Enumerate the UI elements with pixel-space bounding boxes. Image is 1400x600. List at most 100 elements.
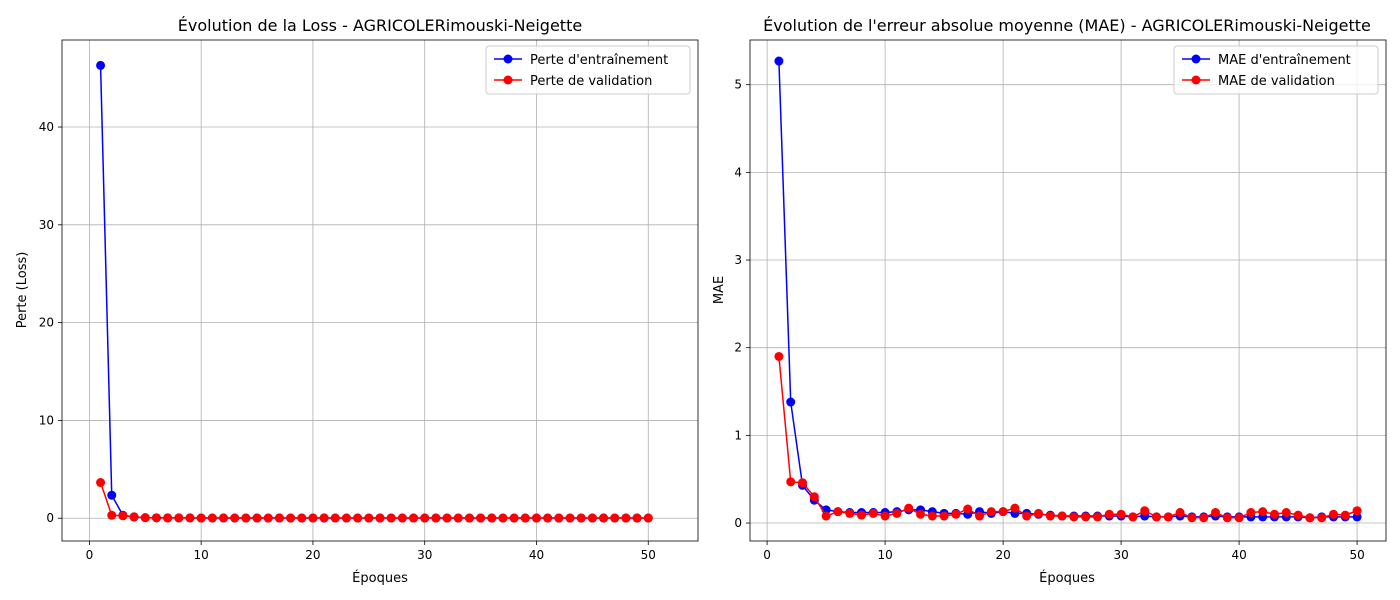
- loss-data-point: [476, 513, 486, 523]
- mae-legend-marker: [1191, 54, 1201, 64]
- loss-data-point: [185, 513, 195, 523]
- mae-data-point: [845, 508, 855, 518]
- loss-ticks: 0 10 20 30 40 50 0 10 20 30 40: [39, 120, 656, 562]
- loss-data-point: [96, 60, 106, 70]
- mae-data-point: [857, 510, 867, 520]
- loss-data-point: [297, 513, 307, 523]
- loss-data-point: [554, 513, 564, 523]
- loss-data-point: [319, 513, 329, 523]
- mae-x-tick-label: 10: [877, 548, 892, 562]
- mae-data-point: [1081, 512, 1091, 522]
- loss-data-point: [576, 513, 586, 523]
- mae-x-tick-label: 50: [1349, 548, 1364, 562]
- loss-data-point: [543, 513, 553, 523]
- loss-data-point: [219, 513, 229, 523]
- loss-data-point: [498, 513, 508, 523]
- loss-data-point: [531, 513, 541, 523]
- mae-data-point: [1057, 511, 1067, 521]
- mae-data-point: [951, 509, 961, 519]
- mae-chart-title: Évolution de l'erreur absolue moyenne (M…: [763, 16, 1371, 35]
- mae-y-tick-label: 4: [734, 165, 742, 179]
- loss-y-tick-label: 40: [39, 120, 54, 134]
- loss-x-tick-label: 10: [194, 548, 209, 562]
- mae-plot-area: [750, 40, 1386, 541]
- mae-y-tick-label: 2: [734, 341, 742, 355]
- loss-y-tick-label: 10: [39, 413, 54, 427]
- loss-data-point: [587, 513, 597, 523]
- mae-x-tick-label: 30: [1113, 548, 1128, 562]
- loss-data-point: [487, 513, 497, 523]
- loss-plot-border: [61, 39, 699, 542]
- mae-data-point: [939, 511, 949, 521]
- loss-data-point: [643, 513, 653, 523]
- loss-x-axis-label: Époques: [352, 570, 408, 586]
- mae-ticks: 0 10 20 30 40 50 0 1 2 3 4 5: [734, 78, 1364, 562]
- mae-y-axis-label: MAE: [712, 276, 727, 304]
- loss-data-point: [386, 513, 396, 523]
- mae-data-point: [904, 503, 914, 513]
- loss-data-point: [286, 513, 296, 523]
- mae-data-point: [1116, 509, 1126, 519]
- mae-data-point: [1293, 510, 1303, 520]
- mae-data-point: [786, 477, 796, 487]
- loss-grid: [62, 40, 698, 541]
- mae-data-point: [1258, 507, 1268, 517]
- mae-data-point: [1211, 508, 1220, 518]
- loss-data-point: [442, 513, 452, 523]
- loss-data-point: [353, 513, 363, 523]
- mae-data-point: [1222, 513, 1232, 523]
- mae-data-point: [1281, 508, 1291, 518]
- loss-y-tick-label: 20: [39, 316, 54, 330]
- mae-data-point: [1152, 512, 1161, 522]
- loss-x-tick-label: 50: [641, 548, 656, 562]
- mae-data-point: [868, 508, 878, 518]
- loss-data-point: [107, 490, 117, 500]
- mae-data-point: [927, 511, 937, 521]
- mae-data-point: [1140, 506, 1150, 516]
- loss-y-tick-label: 0: [46, 511, 54, 525]
- loss-data-point: [263, 513, 273, 523]
- mae-data-point: [786, 397, 796, 407]
- mae-data-point: [1045, 511, 1055, 521]
- mae-x-tick-label: 20: [995, 548, 1010, 562]
- mae-data-point: [986, 507, 996, 517]
- mae-x-tick-label: 0: [763, 548, 771, 562]
- mae-data-point: [1022, 511, 1032, 521]
- loss-data-point: [252, 513, 262, 523]
- loss-series: [96, 60, 653, 523]
- mae-y-tick-label: 1: [734, 428, 742, 442]
- loss-data-point: [230, 513, 240, 523]
- mae-plot-border: [749, 39, 1387, 542]
- loss-data-point: [375, 513, 385, 523]
- mae-data-point: [1199, 513, 1209, 523]
- mae-data-point: [1234, 513, 1244, 523]
- mae-legend-label: MAE d'entraînement: [1218, 53, 1351, 68]
- mae-y-tick-label: 3: [734, 253, 742, 267]
- loss-data-point: [308, 513, 318, 523]
- loss-data-point: [565, 513, 575, 523]
- mae-legend-box: [1173, 45, 1379, 95]
- mae-y-tick-label: 5: [734, 78, 742, 92]
- mae-grid: [750, 40, 1386, 541]
- loss-data-point: [241, 513, 251, 523]
- mae-data-point: [1034, 508, 1043, 518]
- mae-data-point: [1104, 509, 1114, 519]
- mae-data-point: [1187, 513, 1197, 523]
- mae-data-point: [892, 508, 902, 518]
- mae-data-point: [916, 509, 925, 519]
- mae-data-point: [963, 504, 973, 514]
- mae-data-point: [798, 478, 808, 488]
- mae-data-point: [1317, 513, 1327, 523]
- loss-legend-box: [485, 45, 691, 95]
- loss-data-point: [364, 513, 374, 523]
- loss-data-point: [453, 513, 463, 523]
- mae-x-tick-label: 40: [1231, 548, 1246, 562]
- loss-legend: Perte d'entraînement Perte de validation: [485, 45, 691, 95]
- loss-plot-area: [62, 40, 698, 541]
- loss-y-axis-label: Perte (Loss): [15, 252, 30, 329]
- mae-data-point: [880, 511, 890, 521]
- loss-y-tick-label: 30: [39, 218, 54, 232]
- loss-data-point: [140, 513, 150, 523]
- mae-data-point: [774, 351, 784, 361]
